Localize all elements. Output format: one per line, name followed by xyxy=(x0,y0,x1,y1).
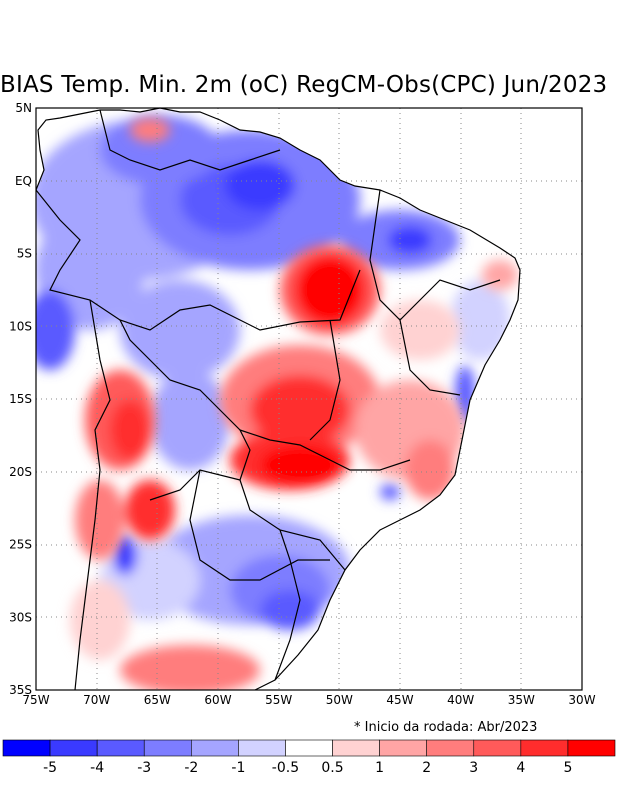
legend-label: 3 xyxy=(469,760,478,776)
lon-tick-label: 55W xyxy=(265,693,292,707)
legend-color-box xyxy=(567,739,616,757)
lon-tick-label: 75W xyxy=(22,693,49,707)
legend-label: 1 xyxy=(375,760,384,776)
legend-color-box xyxy=(191,739,239,757)
lat-tick-label: 5N xyxy=(15,101,32,115)
run-start-note: * Inicio da rodada: Abr/2023 xyxy=(354,720,538,735)
lon-tick-label: 60W xyxy=(204,693,231,707)
legend-color-box xyxy=(285,739,333,757)
lon-tick-label: 50W xyxy=(326,693,353,707)
legend-color-box xyxy=(332,739,380,757)
legend-label: -0.5 xyxy=(272,760,299,776)
legend-label: -2 xyxy=(184,760,198,776)
lat-tick-label: 15S xyxy=(9,392,32,406)
lon-tick-label: 30W xyxy=(568,693,595,707)
legend-color-box xyxy=(2,739,51,757)
lon-axis: 75W 70W 65W 60W 55W 50W 45W 40W 35W 30W xyxy=(22,693,595,707)
lat-tick-label: 35S xyxy=(9,683,32,697)
legend-color-box xyxy=(238,739,286,757)
legend-label: -4 xyxy=(90,760,104,776)
lon-tick-label: 45W xyxy=(386,693,413,707)
lat-tick-label: EQ xyxy=(15,174,32,188)
legend-label: 2 xyxy=(422,760,431,776)
lat-tick-label: 30S xyxy=(9,610,32,624)
lon-tick-label: 65W xyxy=(144,693,171,707)
grid-lines xyxy=(36,108,582,690)
plot-frame xyxy=(35,107,583,691)
color-legend: -5 -4 -3 -2 -1 -0.5 0.5 1 2 3 4 5 xyxy=(2,739,616,776)
map-title: BIAS Temp. Min. 2m (oC) RegCM-Obs(CPC) J… xyxy=(0,72,608,98)
lon-tick-label: 70W xyxy=(83,693,110,707)
legend-label: 0.5 xyxy=(321,760,343,776)
legend-color-box xyxy=(96,739,145,757)
legend-color-box xyxy=(520,739,569,757)
legend-labels: -5 -4 -3 -2 -1 -0.5 0.5 1 2 3 4 5 xyxy=(43,760,572,776)
legend-label: 5 xyxy=(563,760,572,776)
legend-color-box xyxy=(426,739,475,757)
lon-tick-label: 40W xyxy=(447,693,474,707)
lat-tick-label: 20S xyxy=(9,465,32,479)
legend-color-box xyxy=(49,739,98,757)
lat-axis: 5N EQ 5S 10S 15S 20S 25S 30S 35S xyxy=(9,101,32,697)
lat-tick-label: 25S xyxy=(9,538,32,552)
lat-tick-label: 5S xyxy=(17,247,32,261)
legend-label: -5 xyxy=(43,760,57,776)
legend-color-box xyxy=(143,739,192,757)
legend-color-box xyxy=(379,739,427,757)
legend-boxes xyxy=(2,739,616,757)
lat-tick-label: 10S xyxy=(9,319,32,333)
bias-map: 75W 70W 65W 60W 55W 50W 45W 40W 35W 30W 5N EQ 5S 10S… xyxy=(9,101,596,707)
borders xyxy=(35,107,521,691)
legend-color-box xyxy=(473,739,522,757)
legend-label: -1 xyxy=(231,760,245,776)
bias-field xyxy=(36,108,520,690)
lon-tick-label: 35W xyxy=(508,693,535,707)
legend-label: 4 xyxy=(516,760,525,776)
legend-label: -3 xyxy=(137,760,151,776)
